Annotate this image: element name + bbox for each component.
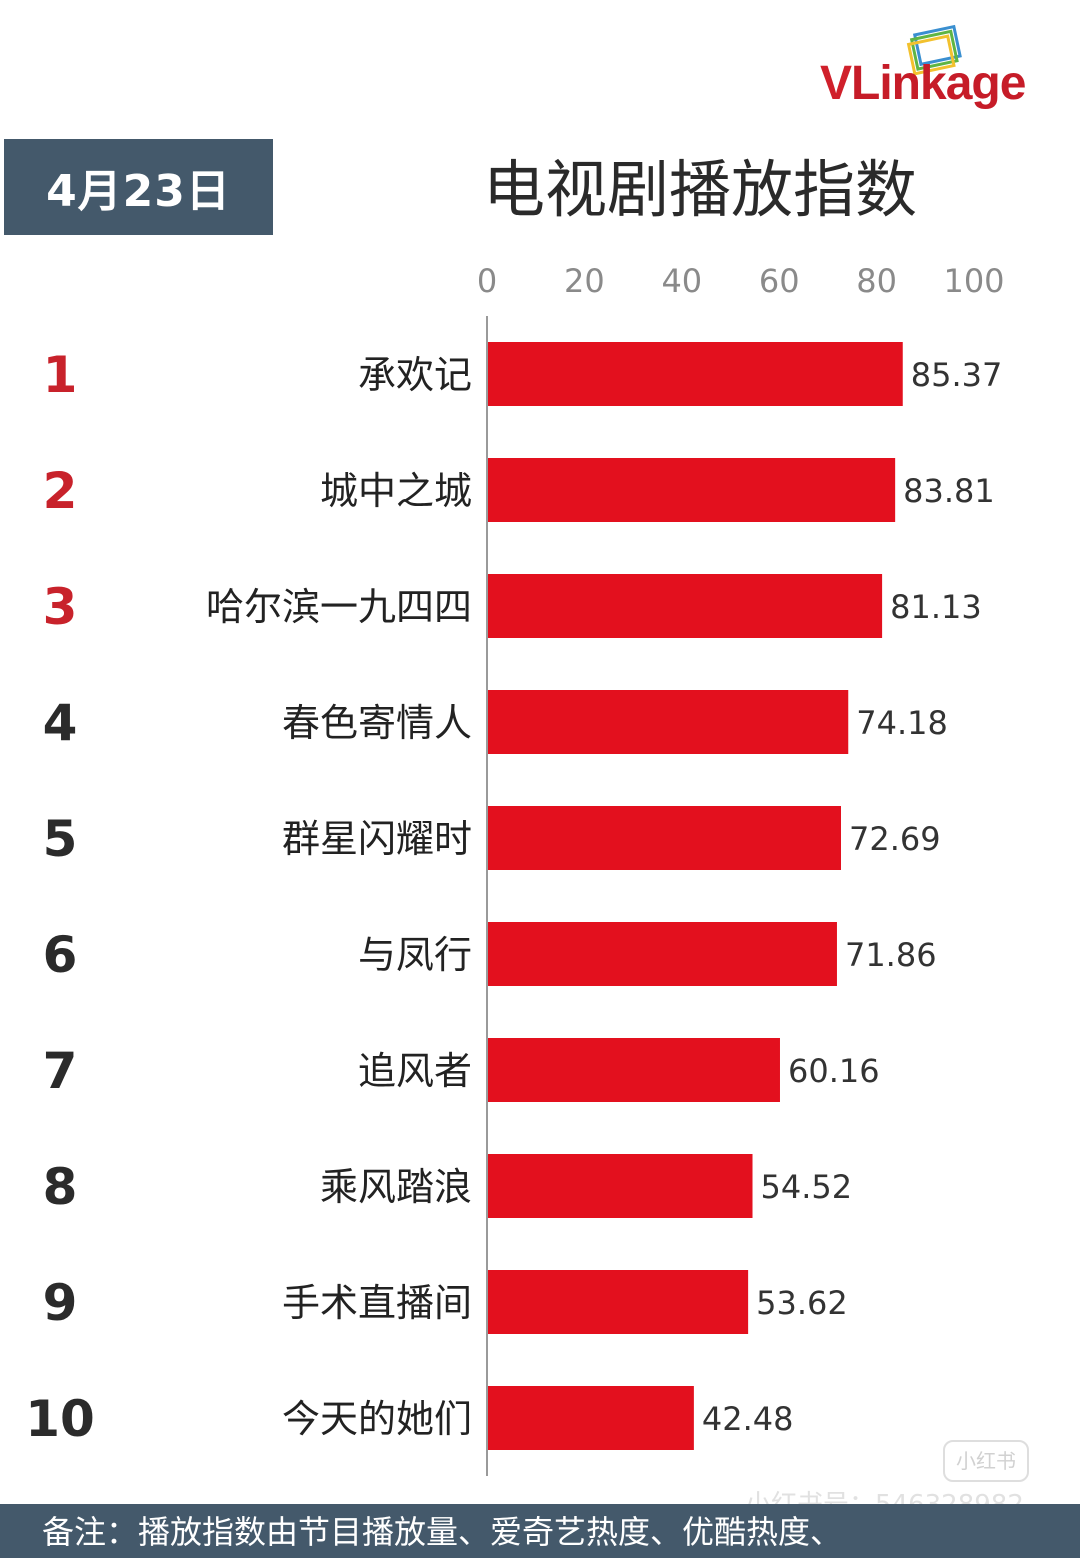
- rank-number: 3: [43, 578, 78, 636]
- rank-number: 4: [43, 694, 78, 752]
- x-tick-label: 60: [759, 262, 800, 300]
- page-title: 电视剧播放指数: [482, 153, 917, 226]
- bar-value-label: 85.37: [911, 356, 1003, 394]
- bar: [488, 1386, 694, 1450]
- bar-value-label: 42.48: [702, 1400, 794, 1438]
- category-label: 哈尔滨一九四四: [206, 585, 472, 629]
- bar: [488, 458, 896, 522]
- x-tick-label: 40: [661, 262, 702, 300]
- category-label: 乘风踏浪: [320, 1165, 472, 1209]
- rank-number: 7: [43, 1042, 78, 1100]
- category-label: 城中之城: [320, 469, 472, 513]
- bar-value-label: 72.69: [849, 820, 941, 858]
- footer-note: 备注：播放指数由节目播放量、爱奇艺热度、优酷热度、: [0, 1504, 1080, 1558]
- logo-text-v: V: [820, 57, 852, 110]
- rank-number: 9: [43, 1274, 78, 1332]
- x-tick-label: 100: [943, 262, 1004, 300]
- bar: [488, 574, 883, 638]
- rank-number: 5: [43, 810, 78, 868]
- category-label: 今天的她们: [282, 1397, 472, 1441]
- logo-text: VLinkage: [820, 56, 1026, 112]
- category-label: 追风者: [358, 1049, 472, 1093]
- bar-value-label: 53.62: [756, 1284, 848, 1322]
- date-badge: 4月23日: [4, 139, 273, 235]
- bar: [488, 1154, 753, 1218]
- bar: [488, 1270, 749, 1334]
- category-label: 承欢记: [358, 353, 472, 397]
- cards-logo-icon: [906, 24, 962, 76]
- category-label: 春色寄情人: [282, 701, 472, 745]
- bar: [488, 690, 849, 754]
- category-label: 手术直播间: [282, 1281, 472, 1325]
- bar: [488, 342, 903, 406]
- bar: [488, 806, 842, 870]
- rank-number: 2: [43, 462, 78, 520]
- bar-value-label: 60.16: [788, 1052, 880, 1090]
- bar-value-label: 71.86: [845, 936, 937, 974]
- bar: [488, 922, 837, 986]
- bar-value-label: 54.52: [761, 1168, 853, 1206]
- category-label: 与凤行: [358, 933, 472, 977]
- x-tick-label: 20: [564, 262, 605, 300]
- rank-number: 8: [43, 1158, 78, 1216]
- bar-chart: 0 20 40 60 80 100 85.37 承欢记 1 83.81 城中之城 2 81.13 哈尔滨一…: [25, 262, 1005, 1476]
- rank-number: 10: [25, 1390, 95, 1448]
- x-tick-label: 0: [477, 262, 497, 300]
- bar: [488, 1038, 780, 1102]
- bar-value-label: 81.13: [890, 588, 982, 626]
- bar-value-label: 74.18: [856, 704, 948, 742]
- category-label: 群星闪耀时: [282, 817, 472, 861]
- vlinkage-logo: VLinkage: [820, 20, 1075, 120]
- bar-value-label: 83.81: [903, 472, 995, 510]
- logo-text-rest: Linkage: [851, 57, 1026, 110]
- rank-number: 1: [43, 346, 78, 404]
- x-tick-label: 80: [856, 262, 897, 300]
- watermark-logo: 小红书: [943, 1440, 1029, 1482]
- rank-number: 6: [43, 926, 78, 984]
